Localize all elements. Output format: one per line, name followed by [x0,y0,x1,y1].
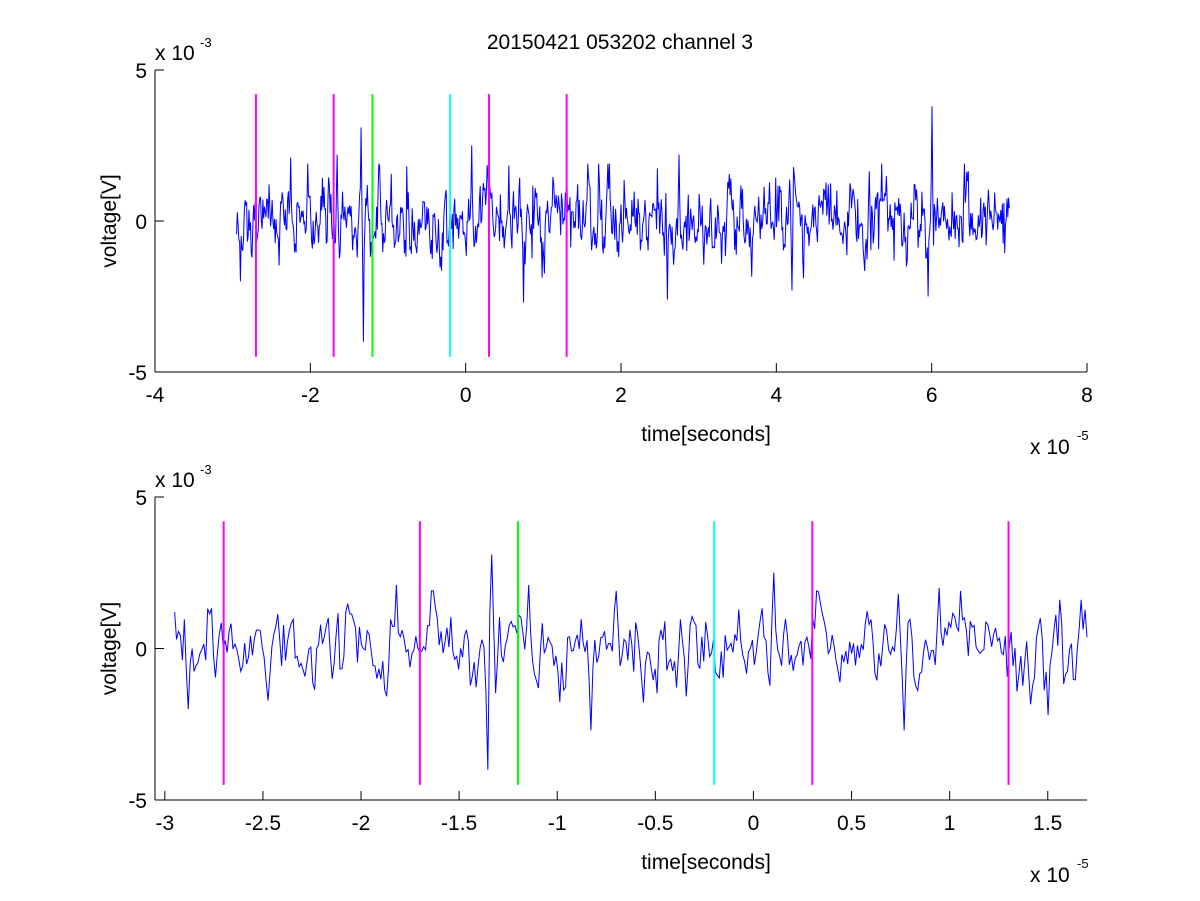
x-tick-label: 1 [944,812,956,835]
y-tick-label: 5 [135,60,147,83]
x-exponent-label: x 10 [1030,864,1070,887]
x-tick-label: -2 [352,812,371,835]
x-tick-label: -3 [155,812,174,835]
x-tick-label: -0.5 [637,812,673,835]
y-tick-label: 5 [135,487,147,510]
x-tick-label: 0 [460,384,472,407]
x-tick-label: 4 [770,384,782,407]
y-tick-label: 0 [135,639,147,662]
bottom-plot: -3 -2.5 -2 -1.5 -1 -0.5 0 0.5 1 1.5 -5 0 5 time[secon… [98,462,1089,887]
y-axis-label: voltage[V] [98,602,121,695]
voltage-trace [174,554,1088,770]
x-tick-label: -1.5 [441,812,477,835]
y-exponent-power: -3 [200,35,212,50]
figure-title: 20150421 053202 channel 3 [487,31,753,54]
x-tick-label: 0.5 [837,812,866,835]
x-exponent-power: -5 [1077,856,1089,871]
y-exponent-label: x 10 [155,42,195,65]
x-tick-label: 2 [615,384,627,407]
x-exponent-power: -5 [1077,428,1089,443]
x-tick-label: -2 [301,384,320,407]
x-tick-label: 0 [748,812,760,835]
x-axis-label: time[seconds] [641,851,771,874]
x-tick-label: 1.5 [1033,812,1062,835]
y-tick-label: 0 [135,211,147,234]
y-axis-label: voltage[V] [98,174,121,267]
x-tick-label: -4 [146,384,165,407]
x-tick-label: -1 [548,812,567,835]
x-axis-label: time[seconds] [641,423,771,446]
x-tick-label: 6 [926,384,938,407]
x-exponent-label: x 10 [1030,436,1070,459]
y-exponent-label: x 10 [155,469,195,492]
voltage-trace [236,106,1010,342]
y-tick-label: -5 [128,790,147,813]
y-exponent-power: -3 [200,462,212,477]
top-plot: -4 -2 0 2 4 6 8 -5 0 5 time[seconds] voltage[V] x 10… [98,35,1093,459]
x-tick-label: 8 [1081,384,1093,407]
y-tick-label: -5 [128,362,147,385]
x-tick-label: -2.5 [245,812,281,835]
